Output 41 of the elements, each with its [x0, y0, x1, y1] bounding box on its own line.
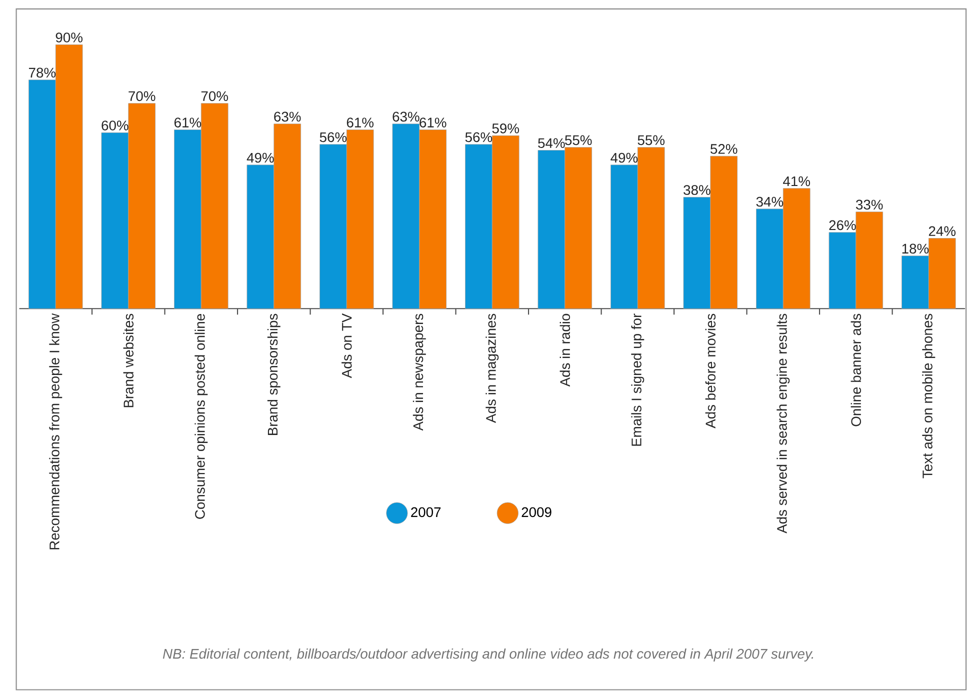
data-label: 26%: [829, 220, 856, 230]
data-label: 70%: [128, 91, 156, 102]
data-label: 49%: [246, 152, 274, 163]
data-label: 33%: [856, 200, 883, 210]
x-tick-label: Ads before movies: [705, 314, 716, 429]
x-tick-label: Brand websites: [123, 314, 134, 408]
x-tick-label: Ads on TV: [342, 314, 352, 378]
data-label: 56%: [465, 132, 492, 142]
data-label: 52%: [710, 144, 738, 154]
data-label: 90%: [56, 32, 82, 43]
x-tick-label: Consumer opinions posted online: [194, 314, 208, 519]
data-label: 56%: [320, 132, 347, 142]
legend-label: 2007: [411, 507, 441, 518]
data-label: 63%: [274, 112, 301, 122]
data-label: 70%: [201, 91, 228, 102]
data-label: 61%: [420, 118, 446, 128]
data-label: 55%: [638, 135, 665, 146]
x-tick-label: Emails I signed up for: [631, 314, 644, 446]
x-tick-label: Ads served in search engine results: [776, 314, 790, 534]
data-label: 59%: [492, 124, 520, 134]
data-label: 41%: [783, 176, 810, 186]
legend-label: 2009: [522, 507, 552, 518]
x-tick-label: Ads in radio: [560, 314, 570, 387]
data-label: 34%: [756, 196, 784, 207]
x-tick-label: Ads in magazines: [486, 314, 499, 424]
x-tick-label: Text ads on mobile phones: [922, 314, 936, 478]
data-label: 60%: [102, 120, 128, 131]
data-label: 55%: [565, 135, 592, 146]
data-label: 38%: [684, 185, 710, 196]
data-label: 24%: [928, 226, 956, 236]
data-label: 63%: [392, 112, 420, 122]
data-label: 61%: [346, 118, 374, 128]
data-label: 78%: [28, 68, 56, 78]
x-tick-label: Brand sponsorships: [267, 314, 280, 436]
x-tick-label: Ads in newspapers: [412, 314, 426, 431]
data-label: 61%: [174, 118, 202, 128]
data-label: 18%: [902, 244, 929, 254]
data-label: 54%: [538, 138, 565, 148]
x-tick-label: Recommendations from people I know: [49, 313, 62, 550]
x-tick-label: Online banner ads: [850, 314, 862, 426]
text: NB: Editorial content, billboards/outdoor advertising and online video ads not covered in April 2007 survey.: [162, 648, 814, 662]
